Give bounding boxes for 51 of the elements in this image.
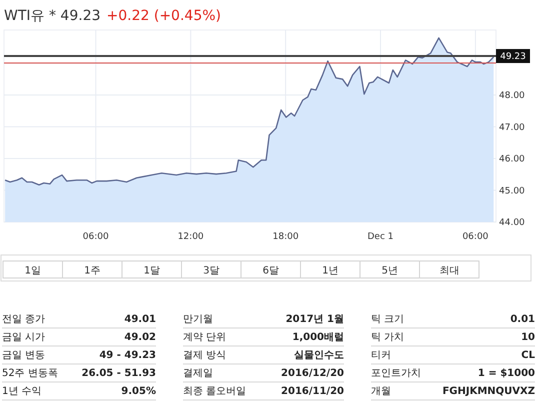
- x-tick-label: Dec 1: [368, 232, 394, 242]
- text: 10: [521, 332, 536, 343]
- text: 2016/12/20: [281, 368, 344, 379]
- x-tick-label: 06:00: [462, 232, 489, 242]
- chart-subtitle: +0.22 (+0.45%): [106, 8, 221, 24]
- text: 포인트가치: [371, 368, 421, 379]
- text: 49.02: [124, 332, 156, 343]
- text: 1 = $1000: [478, 368, 536, 379]
- text: 최종 롤오버일: [183, 386, 246, 397]
- text: 결제 방식: [183, 350, 226, 361]
- text: 5년: [382, 266, 398, 276]
- text: 금일 변동: [2, 350, 46, 361]
- ref-line-label: 49.23: [500, 52, 526, 62]
- text: 2017년 1월: [286, 314, 344, 325]
- text: 1,000배럴: [292, 332, 344, 343]
- text: 티커: [371, 350, 391, 361]
- text: 1일: [24, 266, 41, 276]
- text: 6달: [262, 266, 279, 276]
- y-tick-label: 45.00: [499, 186, 526, 196]
- text: 결제일: [183, 368, 213, 379]
- text: 1달: [144, 266, 160, 276]
- text: 실물인수도: [294, 350, 344, 361]
- text: 26.05 - 51.93: [82, 368, 156, 379]
- text: FGHJKMNQUVXZ: [442, 386, 535, 397]
- text: 틱 가치: [371, 332, 404, 343]
- text: 9.05%: [121, 386, 156, 397]
- text: 2016/11/20: [281, 386, 344, 397]
- y-tick-label: 47.00: [499, 122, 526, 133]
- text: 틱 크기: [371, 314, 404, 325]
- text: 만기월: [183, 314, 213, 325]
- text: CL: [521, 350, 536, 361]
- y-tick-label: 46.00: [499, 154, 526, 165]
- x-tick-label: 12:00: [178, 232, 204, 242]
- text: 0.01: [510, 314, 536, 325]
- y-tick-label: 44.00: [499, 218, 526, 228]
- text: 계약 단위: [183, 332, 226, 343]
- text: 전일 종가: [2, 314, 46, 325]
- text: 1년 수익: [2, 386, 42, 397]
- text: 49.01: [124, 314, 156, 325]
- text: 3달: [203, 266, 220, 276]
- x-tick-label: 06:00: [82, 232, 109, 242]
- text: 49 - 49.23: [99, 350, 156, 361]
- chart-title: WTI유 * 49.23: [4, 8, 101, 24]
- text: 1주: [84, 266, 100, 276]
- x-tick-label: 18:00: [272, 232, 299, 242]
- text: 개월: [371, 386, 391, 397]
- y-tick-label: 48.00: [499, 91, 526, 102]
- text: 52주 변동폭: [2, 368, 58, 379]
- text: 최대: [439, 266, 460, 276]
- text: 1년: [322, 266, 338, 276]
- text: 금일 시가: [2, 332, 46, 343]
